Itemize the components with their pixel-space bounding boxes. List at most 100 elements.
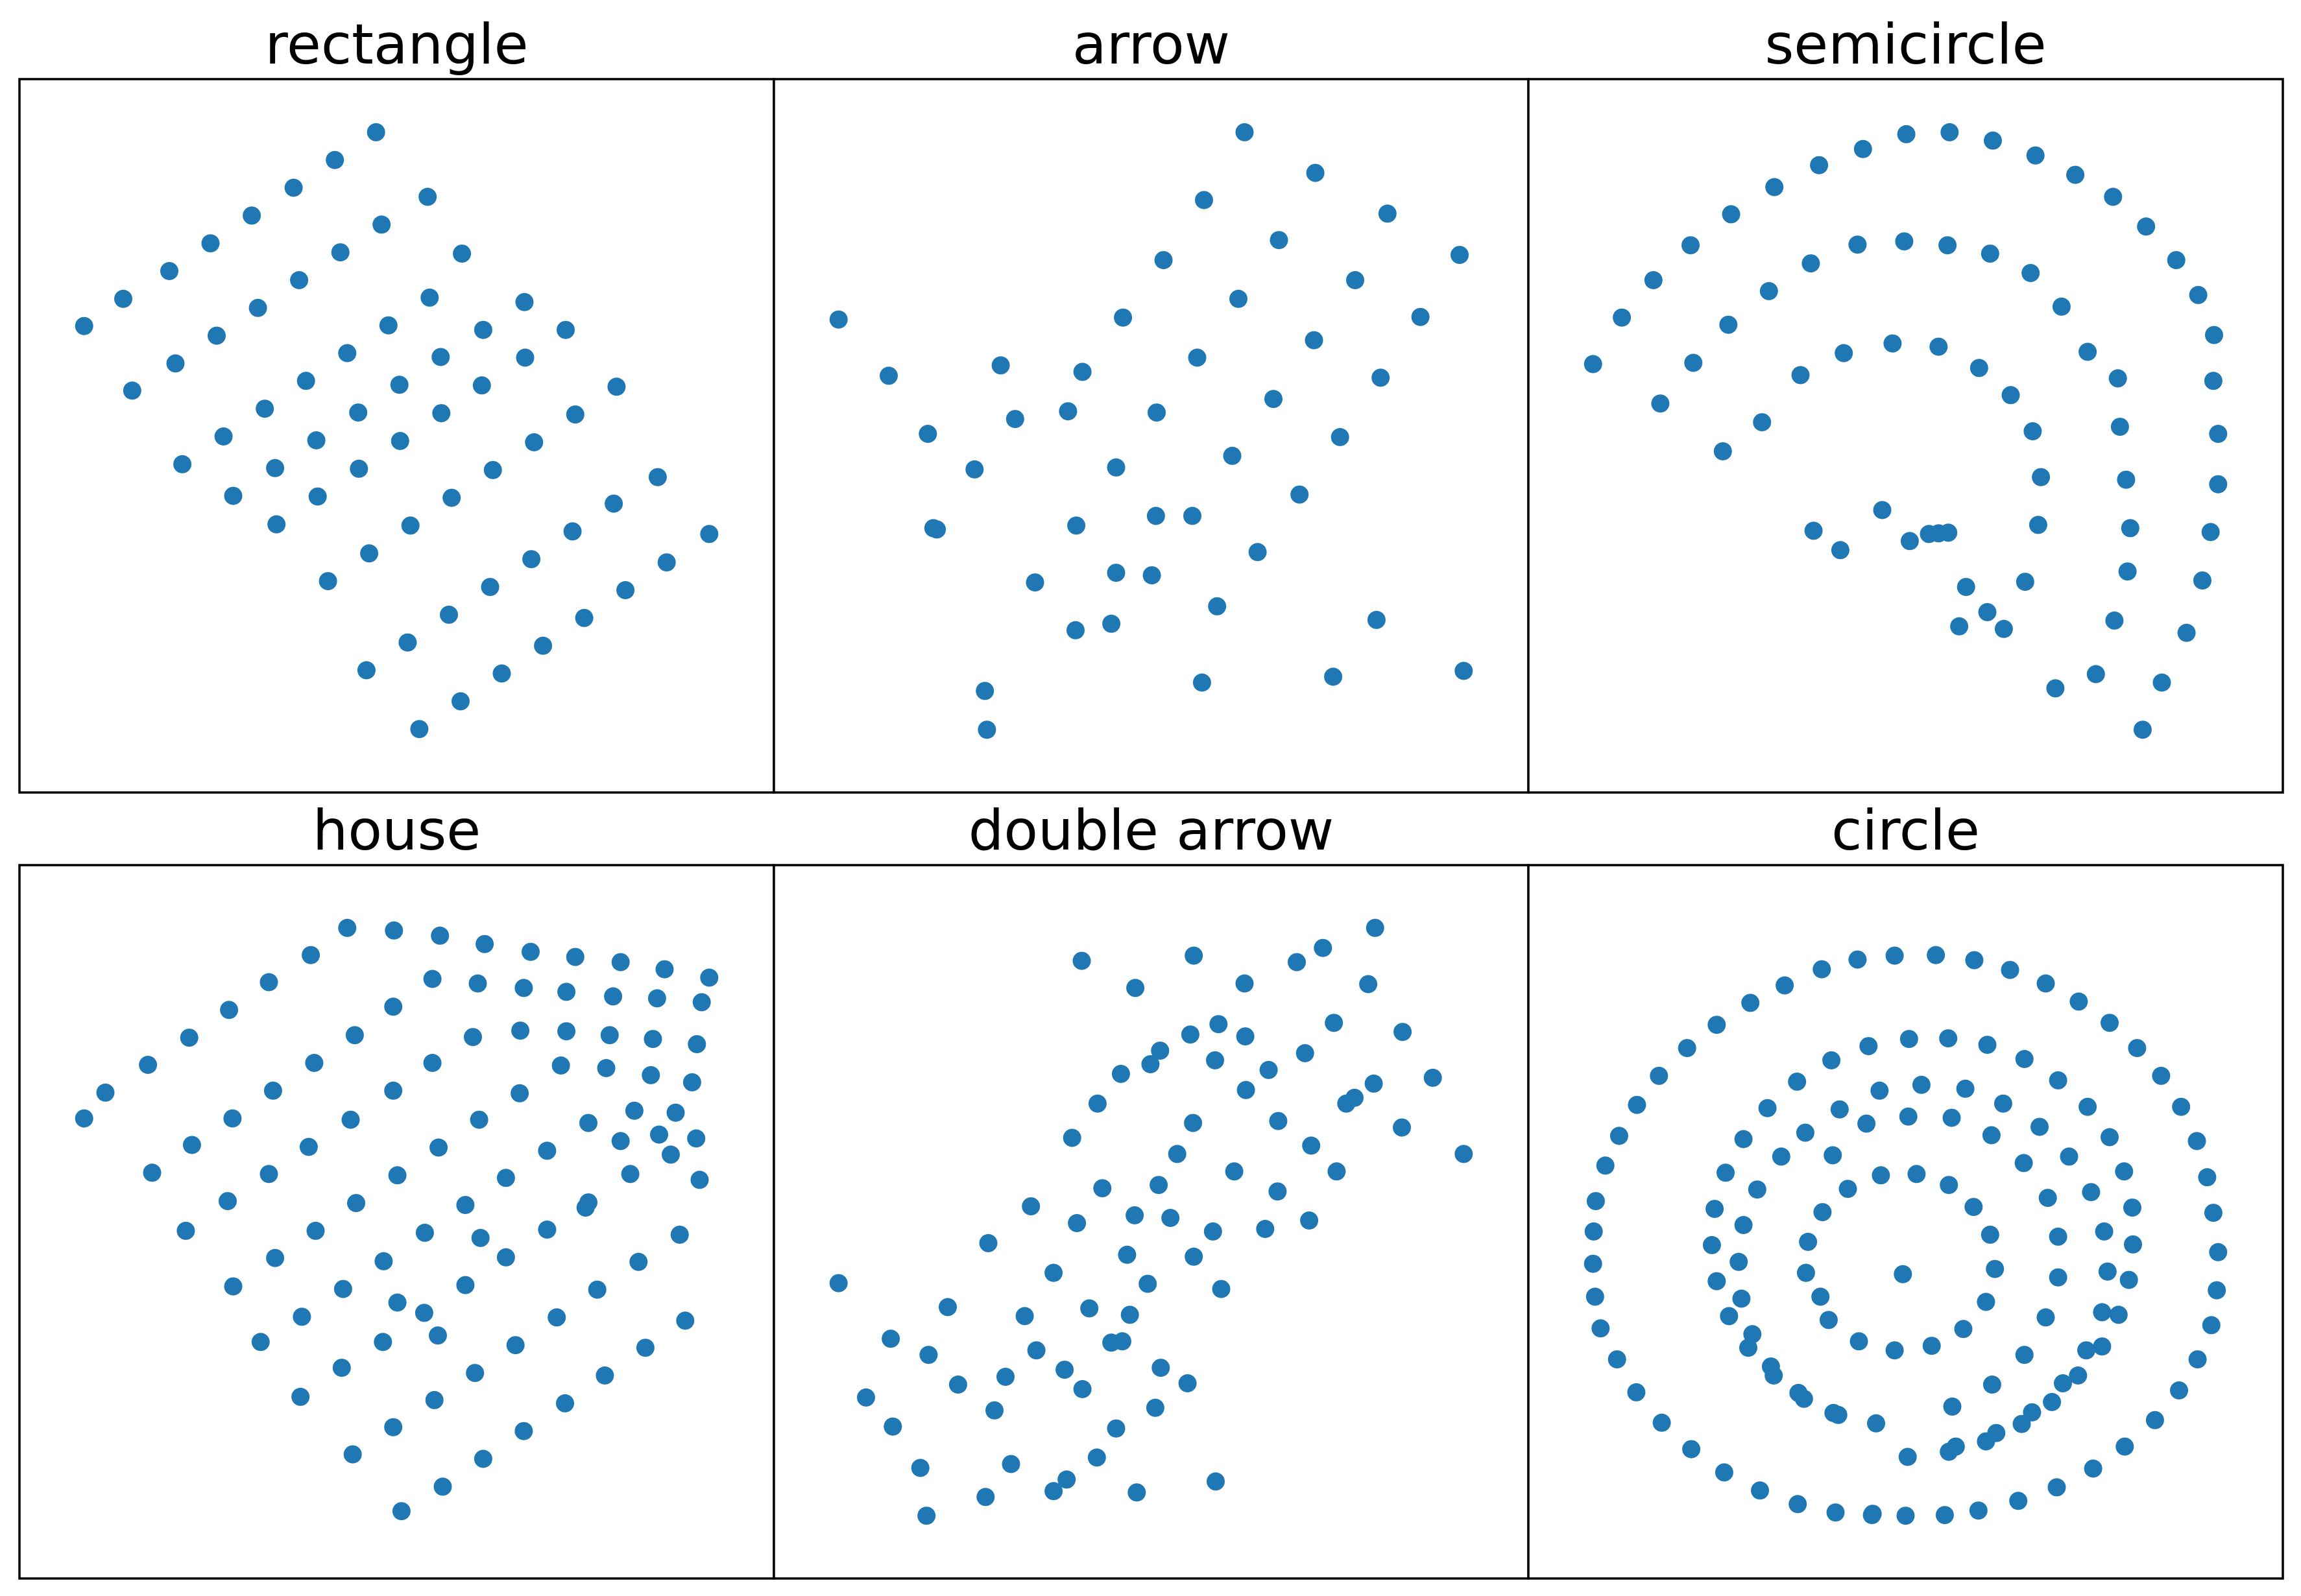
data-point [453, 244, 472, 263]
data-point [1324, 667, 1343, 686]
data-point [2189, 285, 2208, 304]
data-point [1118, 1245, 1137, 1264]
data-point [471, 1228, 490, 1247]
data-point [670, 1225, 689, 1244]
data-point [2209, 425, 2228, 443]
data-point [496, 1248, 515, 1267]
data-point [1835, 344, 1853, 363]
data-point [1929, 524, 1948, 543]
data-point [1087, 1448, 1106, 1467]
data-point [2049, 1071, 2067, 1090]
data-point [1366, 918, 1384, 937]
data-point [2014, 1154, 2033, 1173]
data-point [1127, 1483, 1146, 1502]
data-point [1978, 1036, 1997, 1054]
data-point [1761, 1357, 1780, 1376]
data-point [420, 288, 439, 307]
data-point [1872, 1166, 1890, 1185]
data-point [219, 1192, 237, 1211]
data-point [1141, 1055, 1160, 1073]
data-point [2121, 519, 2139, 538]
data-point [1235, 123, 1254, 141]
data-point [425, 1390, 444, 1409]
data-point [1126, 979, 1145, 997]
data-point [1072, 951, 1091, 970]
data-point [224, 1277, 243, 1296]
data-point [472, 376, 491, 395]
data-point [305, 1054, 324, 1072]
data-point [1264, 390, 1283, 409]
data-point [1411, 307, 1430, 326]
data-point [160, 262, 178, 280]
data-point [551, 1056, 570, 1075]
data-point [1044, 1263, 1063, 1282]
data-point [1183, 506, 1201, 525]
data-point [483, 460, 502, 479]
data-point [452, 692, 470, 711]
data-point [360, 544, 379, 563]
data-point [1981, 244, 1999, 263]
data-point [1454, 1145, 1473, 1163]
data-point [474, 1449, 492, 1468]
data-point [466, 1364, 485, 1383]
data-point [1900, 532, 1919, 551]
data-point [2115, 1162, 2134, 1181]
data-point [2177, 623, 2196, 642]
data-point [1146, 1398, 1164, 1417]
data-point [2069, 1366, 2088, 1385]
data-point [2036, 1308, 2055, 1327]
data-point [829, 1274, 848, 1292]
data-point [1107, 564, 1126, 582]
data-point [1994, 1094, 2012, 1113]
data-point [123, 381, 141, 400]
data-point [2204, 1204, 2223, 1222]
data-point [1454, 661, 1473, 680]
data-point [1305, 331, 1323, 350]
data-point [2066, 165, 2085, 184]
data-point [556, 1394, 574, 1412]
data-point [331, 243, 350, 262]
data-point [2152, 1066, 2171, 1085]
data-point [1896, 1507, 1915, 1525]
data-point [1899, 1107, 1918, 1126]
panel-title: circle [1831, 798, 1980, 863]
data-point [2109, 1305, 2128, 1324]
data-point [1223, 446, 1242, 465]
data-point [1302, 1136, 1321, 1155]
data-point [1897, 125, 1916, 143]
data-point [2029, 516, 2047, 534]
data-point [1867, 1414, 1885, 1433]
data-point [431, 926, 450, 945]
data-point [350, 459, 368, 478]
data-point [1717, 1163, 1735, 1182]
data-point [2188, 1350, 2207, 1369]
panel-semicircle: semicircle [1527, 12, 2284, 794]
data-point [302, 946, 320, 964]
data-point [2172, 1097, 2191, 1116]
data-point [224, 486, 243, 505]
data-point [1107, 1419, 1126, 1438]
data-point [563, 522, 582, 541]
data-point [1325, 1014, 1343, 1032]
data-point [1965, 951, 1984, 970]
data-point [75, 316, 93, 335]
data-point [1824, 1403, 1843, 1422]
data-point [985, 1401, 1004, 1420]
data-point [611, 953, 630, 971]
data-point [575, 608, 594, 627]
data-point [1288, 953, 1306, 971]
data-point [1957, 578, 1975, 597]
data-point [456, 1276, 475, 1294]
data-point [1208, 597, 1227, 615]
data-point [525, 433, 544, 451]
data-point [2123, 1198, 2141, 1217]
data-point [538, 1221, 557, 1239]
data-point [1608, 1350, 1626, 1369]
data-point [514, 1422, 533, 1440]
data-point [1269, 1112, 1288, 1130]
data-point [1111, 1064, 1130, 1083]
data-point [1759, 281, 1778, 300]
data-point [1946, 1437, 1965, 1456]
data-point [1748, 1180, 1766, 1199]
panel-frame [1527, 78, 2284, 794]
